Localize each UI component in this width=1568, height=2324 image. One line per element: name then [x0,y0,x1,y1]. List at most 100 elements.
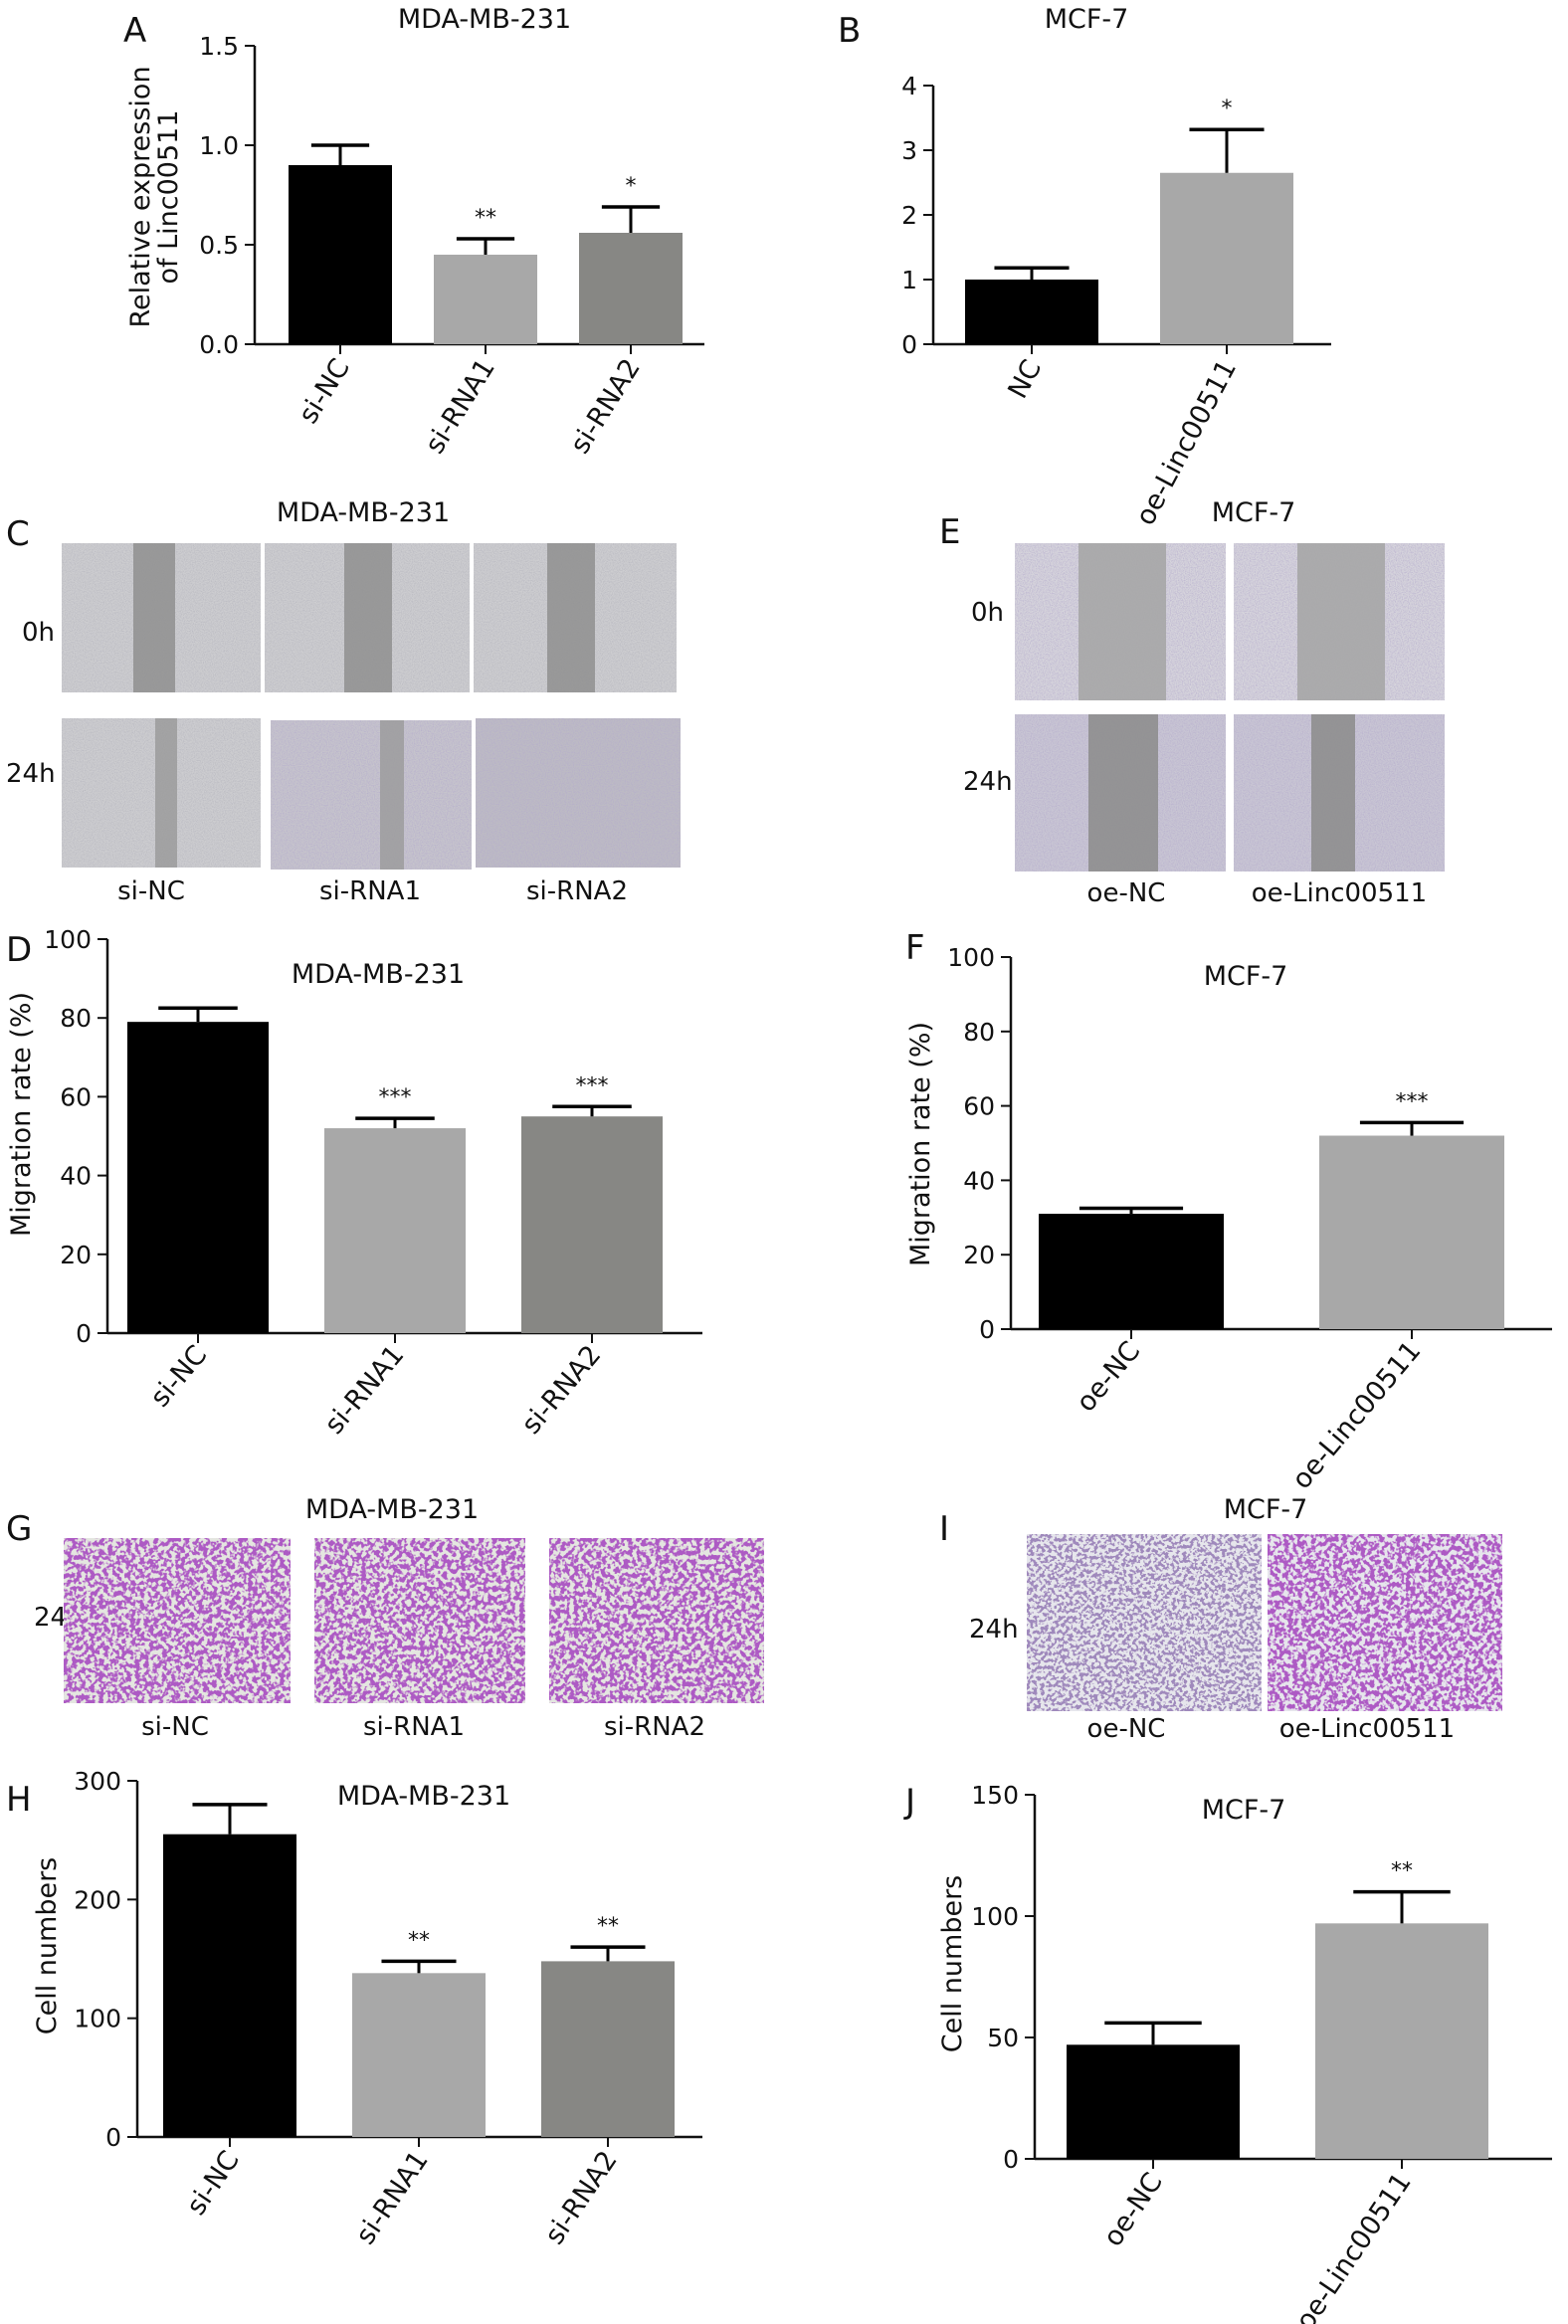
chart-f: MCF-7 Migration rate (%) 0 20 40 60 80 100 oe-… [905,943,1552,1495]
panel-label-f: F [905,928,925,968]
chart-a-significance: ** [475,206,496,231]
panel-g-col-si-rna1: si-RNA1 [363,1712,465,1742]
chart-f-ytick-label: 60 [963,1092,995,1121]
scratch-image [62,543,261,692]
chart-a-ytick-label: 0.0 [199,330,239,359]
chart-f-ytick-label: 80 [963,1018,995,1047]
chart-h-bar [541,1961,675,2137]
chart-h-title: MDA-MB-231 [337,1781,510,1812]
chart-a-ytick-label: 1.5 [199,32,239,61]
panel-c-col-si-rna1: si-RNA1 [319,876,421,906]
chart-d-ytick-label: 100 [44,925,92,954]
chart-h-ytick-label: 0 [105,2123,121,2152]
chart-a-bar [289,165,392,344]
panel-label-c: C [6,514,30,554]
chart-a-title: MDA-MB-231 [398,4,571,35]
chart-b-category-label: NC [1002,355,1048,404]
chart-f-ytick-label: 20 [963,1241,995,1269]
panel-c-title: MDA-MB-231 [277,497,450,528]
chart-d-title: MDA-MB-231 [292,959,465,990]
panel-i-row-24h: 24h [969,1615,1019,1645]
chart-j-category-label: oe-NC [1097,2168,1169,2252]
scratch-image [474,543,677,692]
panel-c-row-24h: 24h [6,759,56,789]
panel-i-col-oe-linc: oe-Linc00511 [1279,1714,1455,1744]
chart-j-ytick-label: 0 [1003,2145,1019,2174]
chart-d-category-label: si-NC [144,1340,213,1414]
chart-f-significance: *** [1396,1089,1429,1114]
scratch-image [62,718,261,868]
chart-h-significance: ** [408,1928,430,1953]
chart-j-ytick-label: 150 [971,1781,1019,1810]
panel-c-col-si-nc: si-NC [117,876,185,906]
chart-f-category-label: oe-Linc00511 [1286,1336,1428,1495]
chart-d-category-label: si-RNA2 [516,1340,608,1441]
chart-f-title: MCF-7 [1204,961,1288,992]
scratch-image [265,543,470,692]
chart-a-category-label: si-RNA2 [565,353,647,459]
chart-h-ytick-label: 300 [74,1767,121,1796]
chart-j-ytick-label: 50 [987,2024,1019,2052]
chart-d-bar [324,1128,466,1333]
chart-d-bar [521,1116,663,1333]
chart-a: MDA-MB-231 Relative expression of Linc00… [125,4,704,460]
chart-b-bar [965,280,1098,344]
chart-a-ylabel-line2: of Linc00511 [153,110,184,285]
chart-a-category-label: si-NC [293,353,356,429]
chart-f-bar [1039,1214,1224,1329]
chart-d-ytick-label: 0 [76,1319,92,1348]
chart-h-significance: ** [597,1914,619,1939]
panel-g-title: MDA-MB-231 [305,1494,479,1525]
chart-d-category-label: si-RNA1 [319,1340,411,1441]
chart-a-category-label: si-RNA1 [420,353,501,459]
scratch-image [1234,714,1445,872]
chart-j-bar [1315,1923,1488,2159]
chart-d-significance: *** [379,1085,412,1110]
scratch-image [1234,543,1445,700]
chart-h-bar [163,1834,296,2137]
scratch-images-mda: MDA-MB-231 0h 24h si-NC si-RNA1 si-RNA2 [6,497,681,906]
chart-a-bar [579,233,683,344]
chart-d-ytick-label: 40 [60,1162,92,1191]
chart-b-ytick-label: 1 [901,266,917,294]
panel-c-col-si-rna2: si-RNA2 [526,876,628,906]
chart-d-ytick-label: 80 [60,1004,92,1033]
chart-h-ytick-label: 100 [74,2005,121,2034]
chart-d-bar [127,1022,269,1333]
transwell-image [314,1538,525,1703]
chart-d: MDA-MB-231 Migration rate (%) 0 20 40 60 80 1… [6,925,702,1441]
chart-b-ytick-label: 2 [901,201,917,230]
chart-h-category-label: si-RNA1 [350,2146,435,2250]
scratch-image [1015,543,1226,700]
panel-e-col-oe-linc: oe-Linc00511 [1252,878,1427,908]
chart-j: MCF-7 Cell numbers 0 50 100 150 oe-NC ** oe-Li… [937,1781,1552,2324]
transwell-image [1027,1534,1262,1711]
transwell-images-mda: MDA-MB-231 24h si-NC si-RNA1 si-RNA2 [34,1494,764,1742]
chart-b-ytick-label: 0 [901,330,917,359]
panel-g-col-si-nc: si-NC [141,1712,209,1742]
panel-e-col-oe-nc: oe-NC [1087,878,1166,908]
chart-d-ytick-label: 60 [60,1082,92,1111]
transwell-image [1268,1534,1502,1711]
chart-b-bar [1160,172,1293,344]
scratch-image [476,718,681,868]
scratch-image [1015,714,1226,872]
panel-label-i: I [939,1509,949,1549]
chart-a-ylabel-line1: Relative expression [125,66,156,327]
panel-e-title: MCF-7 [1212,497,1296,528]
chart-j-ytick-label: 100 [971,1902,1019,1931]
chart-a-ytick-label: 1.0 [199,131,239,160]
chart-j-bar [1067,2044,1240,2159]
chart-j-ylabel: Cell numbers [937,1875,968,2053]
transwell-image [64,1538,291,1703]
chart-f-ylabel: Migration rate (%) [905,1022,936,1266]
chart-d-ytick-label: 20 [60,1241,92,1269]
chart-j-title: MCF-7 [1202,1795,1286,1826]
panel-label-b: B [838,11,861,51]
chart-h: MDA-MB-231 Cell numbers 0 100 200 300 si-NC *… [32,1767,702,2250]
panel-label-h: H [6,1780,32,1820]
chart-j-category-label: oe-Linc00511 [1290,2168,1418,2324]
chart-j-significance: ** [1391,1859,1413,1884]
panel-label-g: G [6,1509,32,1549]
